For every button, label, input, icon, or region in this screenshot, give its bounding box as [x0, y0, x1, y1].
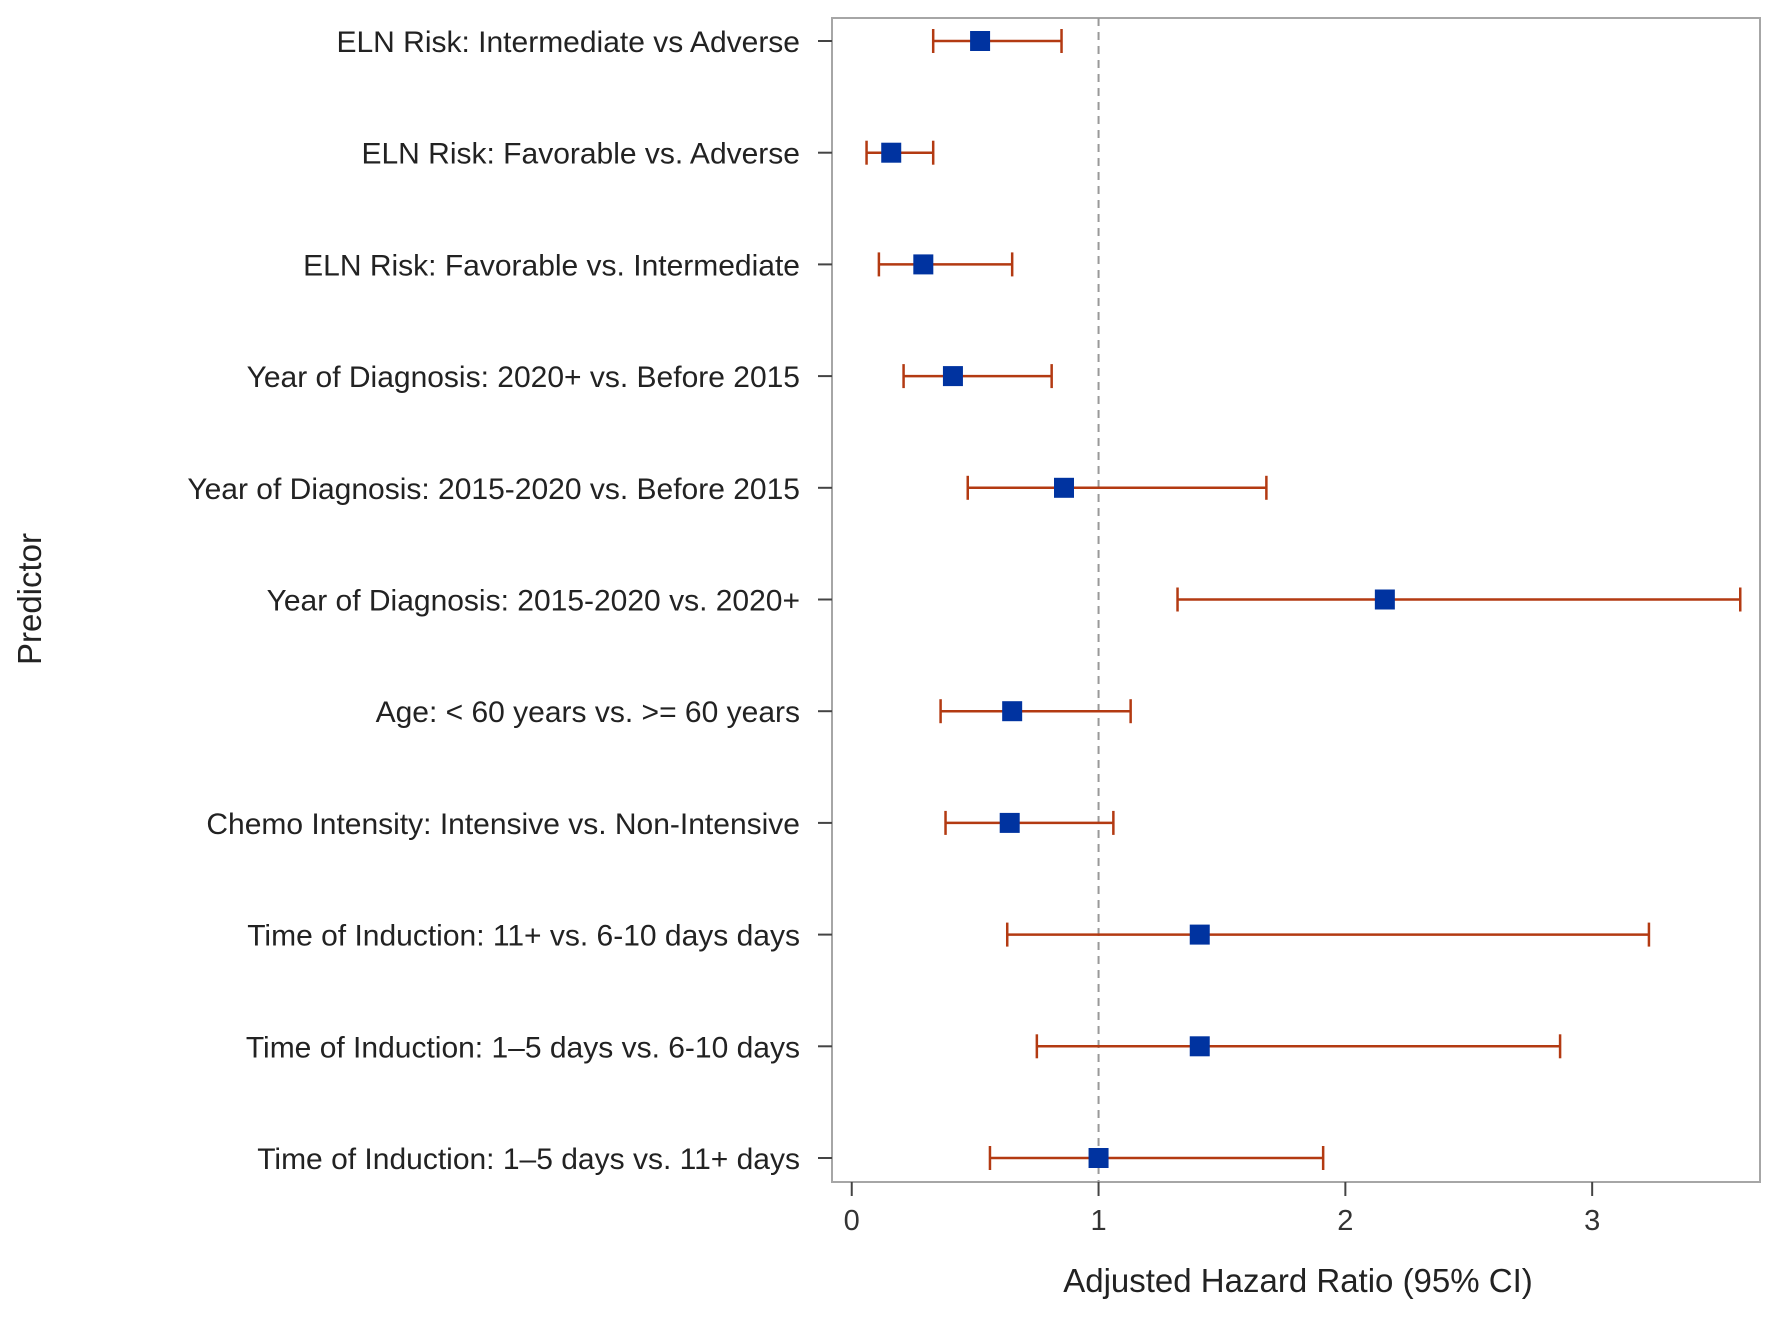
hr-point [1088, 1148, 1109, 1168]
hr-point [1002, 701, 1023, 722]
hr-point [942, 366, 963, 387]
forest-row: Time of Induction: 1–5 days vs. 6-10 day… [246, 1031, 1562, 1064]
hr-point [1189, 1036, 1210, 1057]
row-label: Year of Diagnosis: 2015-2020 vs. Before … [187, 473, 800, 506]
hr-point [970, 31, 991, 51]
row-label: Age: < 60 years vs. >= 60 years [376, 696, 800, 729]
row-label: Time of Induction: 1–5 days vs. 6-10 day… [246, 1031, 800, 1064]
row-label: Year of Diagnosis: 2020+ vs. Before 2015 [247, 361, 800, 394]
row-label: Year of Diagnosis: 2015-2020 vs. 2020+ [267, 585, 800, 618]
forest-row: ELN Risk: Favorable vs. Intermediate [303, 249, 1014, 282]
hr-point [881, 142, 902, 163]
forest-row: Year of Diagnosis: 2015-2020 vs. 2020+ [267, 585, 1742, 618]
hr-point [1374, 589, 1395, 610]
x-tick-label: 0 [844, 1205, 860, 1237]
forest-row: Chemo Intensity: Intensive vs. Non-Inten… [206, 808, 1115, 841]
forest-row: Year of Diagnosis: 2015-2020 vs. Before … [187, 473, 1268, 506]
forest-row: Time of Induction: 1–5 days vs. 11+ days [257, 1143, 1325, 1176]
forest-row: ELN Risk: Intermediate vs Adverse [336, 26, 1063, 59]
forest-row: ELN Risk: Favorable vs. Adverse [361, 138, 935, 171]
row-label: ELN Risk: Favorable vs. Adverse [361, 138, 800, 171]
hr-point [1189, 924, 1210, 945]
x-tick-label: 3 [1584, 1205, 1600, 1237]
x-tick-label: 2 [1337, 1205, 1353, 1237]
forest-row: Year of Diagnosis: 2020+ vs. Before 2015 [247, 361, 1053, 394]
row-label: Time of Induction: 1–5 days vs. 11+ days [257, 1143, 800, 1176]
x-axis-title: Adjusted Hazard Ratio (95% CI) [1063, 1262, 1533, 1299]
hr-point [913, 254, 934, 275]
forest-row: Time of Induction: 11+ vs. 6-10 days day… [247, 920, 1651, 953]
row-label: Chemo Intensity: Intensive vs. Non-Inten… [206, 808, 800, 841]
x-tick-label: 1 [1090, 1205, 1106, 1237]
forest-row: Age: < 60 years vs. >= 60 years [376, 696, 1132, 729]
hr-point [1054, 477, 1074, 498]
hr-point [999, 812, 1020, 833]
y-axis-title: Predictor [11, 533, 48, 665]
row-label: ELN Risk: Intermediate vs Adverse [336, 26, 800, 59]
row-label: ELN Risk: Favorable vs. Intermediate [303, 249, 800, 282]
row-label: Time of Induction: 11+ vs. 6-10 days day… [247, 920, 800, 953]
